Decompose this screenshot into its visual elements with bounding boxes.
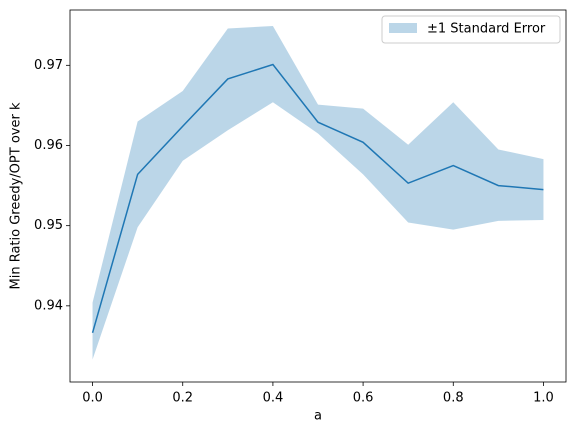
legend-label: ±1 Standard Error xyxy=(427,22,546,37)
x-tick-label: 0.0 xyxy=(82,391,103,406)
line xyxy=(91,63,544,333)
legend-box xyxy=(381,15,561,44)
x-axis-label: a xyxy=(314,409,322,424)
error-band xyxy=(92,26,544,360)
y-tick-label: 0.97 xyxy=(34,58,63,73)
y-axis-label: Min Ratio Greedy/OPT over k xyxy=(9,102,24,289)
x-tick-label: 1.0 xyxy=(533,391,554,406)
y-tick-label: 0.94 xyxy=(34,298,63,313)
y-tick-label: 0.95 xyxy=(34,218,63,233)
x-tick-label: 0.6 xyxy=(353,391,374,406)
plot-frame xyxy=(69,9,567,383)
legend-swatch xyxy=(389,23,417,33)
x-tick-label: 0.8 xyxy=(443,391,464,406)
y-tick-label: 0.96 xyxy=(34,138,63,153)
x-tick-label: 0.4 xyxy=(263,391,284,406)
x-tick-label: 0.2 xyxy=(172,391,193,406)
